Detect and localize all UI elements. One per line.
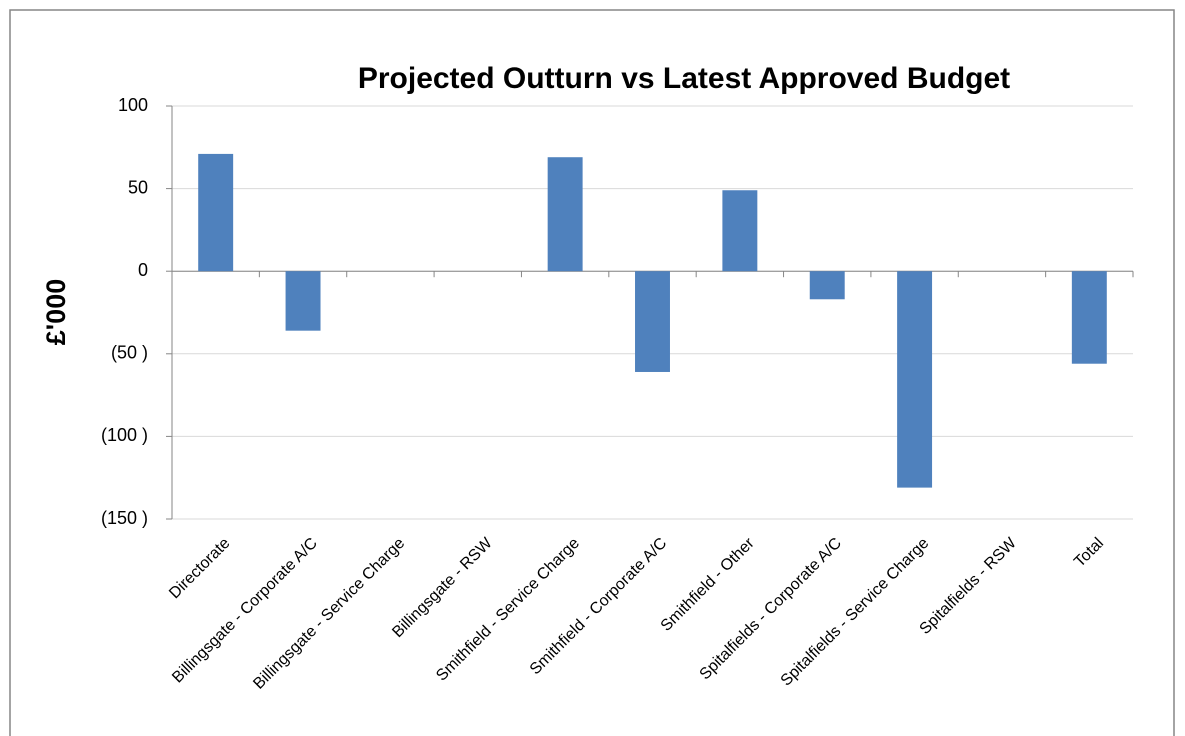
y-tick-label: 100 <box>118 95 148 115</box>
chart-frame <box>9 9 1175 736</box>
bar <box>198 153 234 272</box>
bar <box>809 271 845 300</box>
y-tick-label: (150 ) <box>101 508 148 528</box>
bar <box>635 271 670 372</box>
bar <box>722 190 758 272</box>
y-tick-label: 0 <box>138 260 148 280</box>
bar <box>897 271 933 488</box>
bar <box>1071 271 1107 364</box>
chart-title: Projected Outturn vs Latest Approved Bud… <box>358 62 1010 95</box>
y-tick-label: 50 <box>128 177 148 197</box>
bar <box>547 157 583 272</box>
bar <box>285 271 321 331</box>
y-tick-label: (50 ) <box>111 343 148 363</box>
y-tick-label: (100 ) <box>101 425 148 445</box>
y-axis-title: £'000 <box>41 279 71 346</box>
